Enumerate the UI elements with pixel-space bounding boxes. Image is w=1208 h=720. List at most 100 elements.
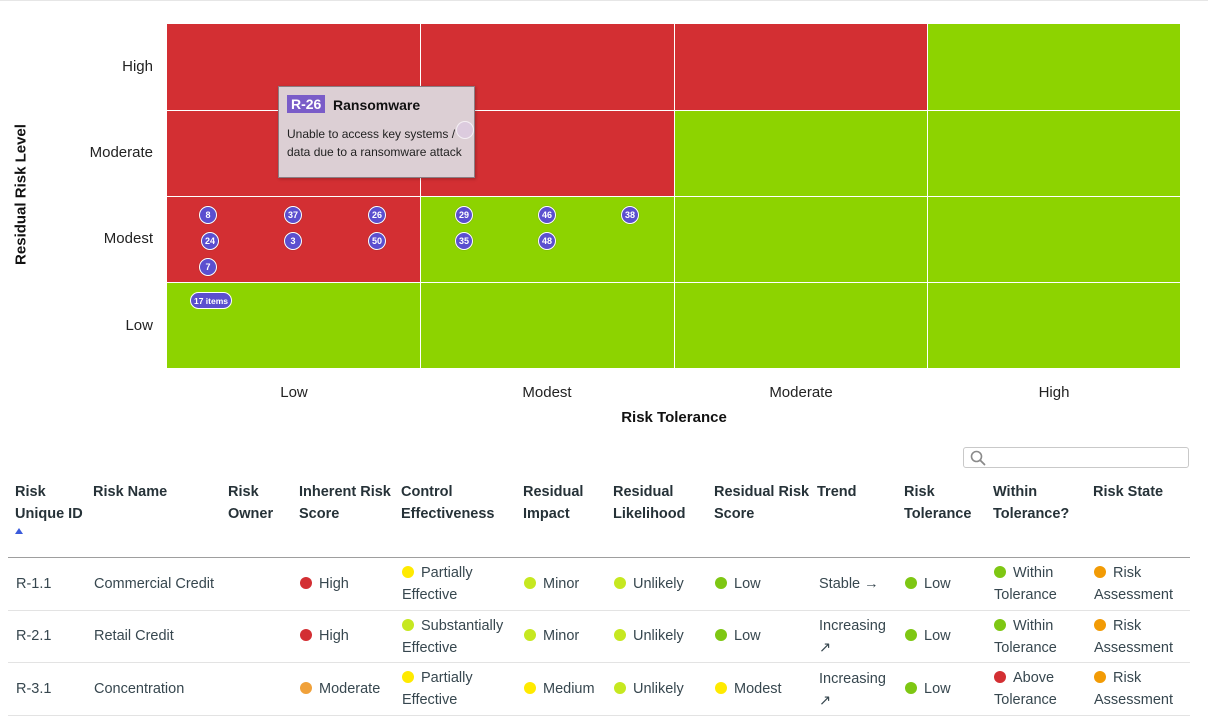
cell-text: Modest (734, 681, 782, 697)
risk-bubble[interactable]: 37 (284, 206, 302, 224)
header-divider (8, 557, 1190, 558)
col-risk-state[interactable]: Risk State (1093, 481, 1163, 503)
header-line: Risk (228, 484, 259, 500)
status-dot (1094, 671, 1106, 683)
col-residual-likelihood[interactable]: Residual Likelihood (613, 481, 686, 525)
hovered-bubble[interactable] (456, 121, 474, 139)
status-dot (715, 577, 727, 589)
status-dot (715, 682, 727, 694)
header-line: Inherent Risk (299, 484, 391, 500)
status-dot (994, 619, 1006, 631)
x-level-high: High (1038, 384, 1070, 401)
risk-bubble[interactable]: 3 (284, 232, 302, 250)
cell-text: Effective (402, 640, 458, 656)
status-dot (402, 619, 414, 631)
cell-moderate-high[interactable] (928, 111, 1181, 197)
risk-bubble[interactable]: 26 (368, 206, 386, 224)
cell-residual: Low (715, 573, 761, 595)
row-divider (8, 662, 1190, 663)
risk-bubble[interactable]: 48 (538, 232, 556, 250)
header-line: Tolerance? (993, 506, 1070, 522)
cell-risk-name[interactable]: Concentration (94, 681, 185, 697)
col-risk-name[interactable]: Risk Name (93, 481, 167, 503)
header-line: Risk (15, 484, 46, 500)
status-dot (402, 671, 414, 683)
header-line: Risk Name (93, 484, 168, 500)
cell-text: High (319, 576, 349, 592)
cell-trend: Stable → (819, 573, 879, 595)
cell-risk-name[interactable]: Commercial Credit (94, 576, 215, 592)
col-control-effectiveness[interactable]: Control Effectiveness (401, 481, 495, 525)
col-risk-owner[interactable]: Risk Owner (228, 481, 273, 525)
row-divider (8, 715, 1190, 716)
cell-impact: Minor (524, 625, 579, 647)
cell-high-high[interactable] (928, 24, 1181, 111)
header-line: Within (993, 484, 1038, 500)
col-trend[interactable]: Trend (817, 481, 856, 503)
status-dot (614, 682, 626, 694)
cell-modest-high[interactable] (928, 197, 1181, 283)
status-dot (524, 682, 536, 694)
cell-high-moderate[interactable] (675, 24, 928, 111)
overflow-items-badge[interactable]: 17 items (190, 292, 232, 309)
x-level-modest: Modest (522, 384, 572, 401)
risk-bubble[interactable]: 35 (455, 232, 473, 250)
search-input[interactable] (990, 449, 1184, 468)
cell-risk-id: R-1.1 (16, 576, 52, 592)
status-dot (300, 577, 312, 589)
cell-low-high[interactable] (928, 283, 1181, 369)
risk-bubble[interactable]: 46 (538, 206, 556, 224)
cell-impact: Medium (524, 678, 595, 700)
status-dot (614, 629, 626, 641)
cell-likelihood: Unlikely (614, 573, 684, 595)
cell-text: Increasing (819, 618, 886, 634)
y-level-moderate: Moderate (89, 144, 153, 161)
top-divider (0, 0, 1208, 1)
col-inherent-risk-score[interactable]: Inherent Risk Score (299, 481, 391, 525)
cell-control: Partially Effective (402, 562, 473, 606)
risk-bubble[interactable]: 7 (199, 258, 217, 276)
cell-within: Within Tolerance (994, 562, 1057, 606)
status-dot (994, 566, 1006, 578)
risk-bubble[interactable]: 29 (455, 206, 473, 224)
cell-control: Partially Effective (402, 667, 473, 711)
cell-control: Substantially Effective (402, 615, 503, 659)
trend-arrow-icon: ↗ (819, 640, 832, 656)
risk-bubble[interactable]: 8 (199, 206, 217, 224)
cell-text: Low (734, 576, 761, 592)
col-within-tolerance[interactable]: Within Tolerance? (993, 481, 1069, 525)
risk-bubble[interactable]: 38 (621, 206, 639, 224)
cell-within: Within Tolerance (994, 615, 1057, 659)
col-residual-impact[interactable]: Residual Impact (523, 481, 583, 525)
cell-text: High (319, 628, 349, 644)
status-dot (402, 566, 414, 578)
cell-text: Tolerance (994, 587, 1057, 603)
search-box[interactable] (963, 447, 1189, 468)
cell-residual: Low (715, 625, 761, 647)
cell-tolerance: Low (905, 678, 951, 700)
cell-moderate-moderate[interactable] (675, 111, 928, 197)
sort-ascending-icon[interactable] (15, 528, 23, 534)
y-axis-title: Residual Risk Level (12, 124, 30, 265)
header-line: Residual (523, 484, 584, 500)
col-risk-tolerance[interactable]: Risk Tolerance (904, 481, 971, 525)
status-dot (905, 682, 917, 694)
cell-modest-moderate[interactable] (675, 197, 928, 283)
cell-state: Risk Assessment (1094, 667, 1173, 711)
status-dot (905, 629, 917, 641)
trend-arrow-icon: ↗ (819, 693, 832, 709)
status-dot (300, 629, 312, 641)
cell-low-moderate[interactable] (675, 283, 928, 369)
status-dot (994, 671, 1006, 683)
cell-low-modest[interactable] (421, 283, 675, 369)
cell-risk-name[interactable]: Retail Credit (94, 628, 174, 644)
cell-inherent: Moderate (300, 678, 380, 700)
header-line: Trend (817, 484, 857, 500)
header-line: Control (401, 484, 453, 500)
risk-bubble[interactable]: 50 (368, 232, 386, 250)
risk-bubble[interactable]: 24 (201, 232, 219, 250)
cell-text: Assessment (1094, 587, 1173, 603)
col-residual-risk-score[interactable]: Residual Risk Score (714, 481, 809, 525)
col-risk-unique-id[interactable]: Risk Unique ID (15, 481, 83, 525)
tooltip-risk-name: Ransomware (333, 97, 421, 113)
